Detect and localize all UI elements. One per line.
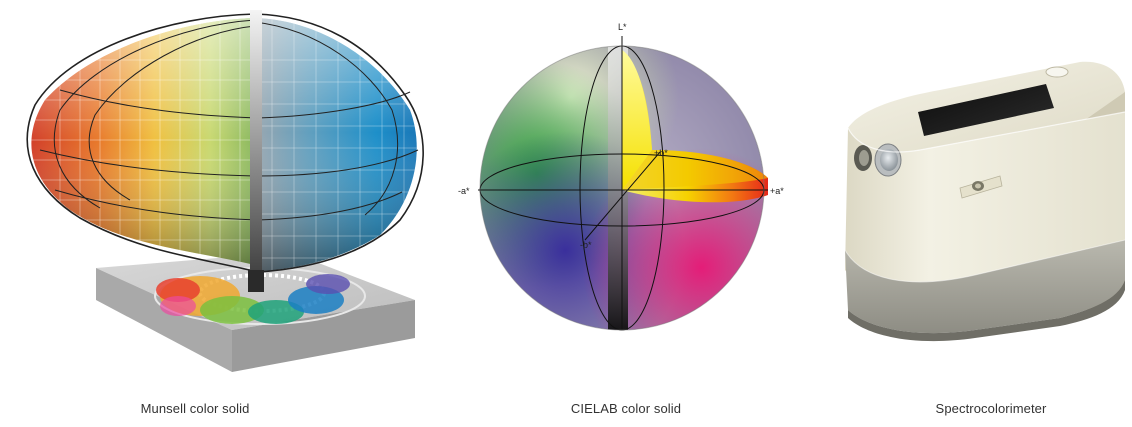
cielab-caption: CIELAB color solid [570, 401, 682, 416]
cielab-axis-label-plus-b: +b* [654, 148, 668, 158]
munsell-hue-ring [156, 274, 350, 324]
cielab-color-solid-illustration: L* -a* +a* +b* -b* [458, 22, 784, 331]
spectrocolorimeter-display [918, 84, 1054, 136]
cielab-axis-label-l: L* [618, 22, 627, 32]
munsell-color-solid-illustration [26, 10, 424, 372]
munsell-caption: Munsell color solid [140, 401, 250, 416]
munsell-cool-half [255, 18, 417, 272]
spectro-figure: Spectrocolorimeter [800, 0, 1132, 427]
cielab-axis-label-plus-a: +a* [770, 186, 784, 196]
spectrocolorimeter-top-button [1045, 66, 1069, 78]
spectrocolorimeter-body [845, 61, 1125, 342]
cielab-cutaway-wedge [622, 50, 768, 203]
spectrocolorimeter-caption: Spectrocolorimeter [935, 401, 1047, 416]
munsell-value-axis [250, 10, 262, 285]
cielab-figure: L* -a* +a* +b* -b* CIELAB color solid [440, 0, 800, 427]
munsell-figure: Munsell color solid [0, 0, 440, 427]
cielab-axes [478, 36, 768, 331]
munsell-warm-half [31, 18, 256, 265]
cielab-axis-label-minus-b: -b* [580, 240, 592, 250]
spectrocolorimeter-device-illustration [844, 61, 1126, 342]
cielab-axis-label-minus-a: -a* [458, 186, 470, 196]
